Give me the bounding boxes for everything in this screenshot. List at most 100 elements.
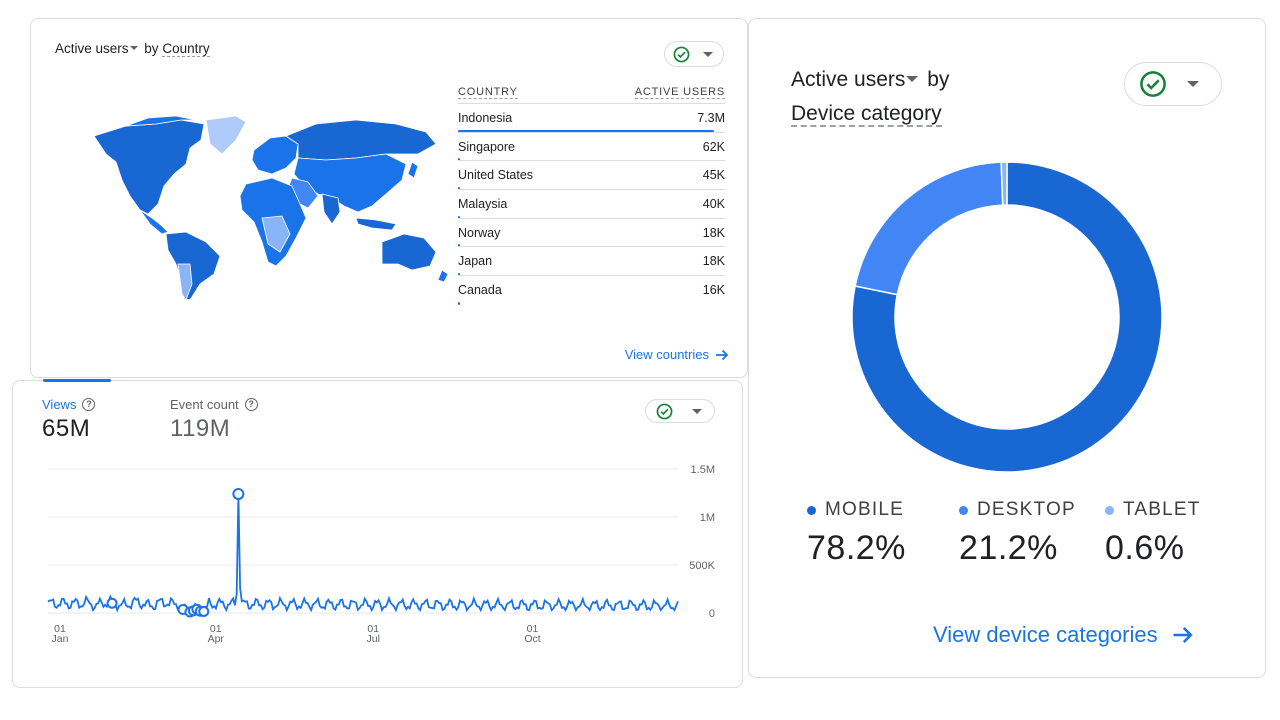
device-card-title: Active users by Device category <box>791 63 949 131</box>
tab-event-count-label: Event count <box>170 397 239 412</box>
views-trend-card: Views? 65M Event count? 119M 1.5M 1M 500K 0… <box>12 379 744 688</box>
active-users-value: 7.3M <box>697 110 725 125</box>
view-countries-label: View countries <box>624 347 709 362</box>
caret-down-icon <box>129 46 138 51</box>
table-row[interactable]: Indonesia 7.3M <box>458 103 725 133</box>
active-users-by-device-card: Active users by Device category MOBILE 7… <box>748 18 1266 678</box>
table-row[interactable]: Norway 18K <box>458 217 725 248</box>
country-name: Singapore <box>458 139 515 154</box>
table-header-row: COUNTRY ACTIVE USERS <box>458 81 725 103</box>
views-line-chart[interactable]: 1.5M 1M 500K 0 01 Jan 01 Apr 01 Jul 01 Oct <box>13 451 744 651</box>
legend-value-tablet: 0.6% <box>1105 529 1185 567</box>
metric-selector[interactable]: Active users <box>55 41 141 56</box>
view-device-categories-label: View device categories <box>933 622 1158 647</box>
anomaly-marker[interactable] <box>198 605 210 617</box>
map-region-russia <box>285 119 437 161</box>
legend-dot <box>1105 505 1114 515</box>
compare-button[interactable] <box>645 399 715 423</box>
x-tick-label: 01 Apr <box>208 623 225 645</box>
legend-label-tablet: TABLET <box>1123 499 1201 520</box>
legend-item-mobile[interactable]: MOBILE 78.2% <box>807 499 906 568</box>
y-tick-label: 500K <box>689 560 715 572</box>
share-bar <box>458 215 460 219</box>
column-header-country[interactable]: COUNTRY <box>458 85 518 99</box>
active-users-value: 18K <box>702 225 725 240</box>
arrow-right-icon <box>716 349 729 360</box>
tab-views[interactable]: Views? 65M <box>42 397 96 443</box>
table-row[interactable]: Japan 18K <box>458 246 725 277</box>
map-region-japan <box>407 161 419 179</box>
active-users-value: 40K <box>702 196 725 211</box>
check-circle-icon <box>673 46 690 63</box>
x-tick-label: 01 Jan <box>52 623 69 645</box>
country-name: United States <box>458 168 534 183</box>
share-bar <box>458 244 460 248</box>
legend-label-mobile: MOBILE <box>825 499 904 520</box>
share-bar <box>458 187 460 191</box>
donut-slice-desktop[interactable] <box>854 161 1004 296</box>
world-map[interactable] <box>86 114 456 299</box>
check-circle-icon <box>656 403 673 420</box>
x-tick-label: 01 Oct <box>524 623 540 645</box>
legend-item-desktop[interactable]: DESKTOP 21.2% <box>959 499 1076 568</box>
caret-down-icon <box>906 76 919 83</box>
tab-views-value: 65M <box>42 415 91 442</box>
table-row[interactable]: Singapore 62K <box>458 131 725 162</box>
legend-item-tablet[interactable]: TABLET 0.6% <box>1105 499 1201 568</box>
dimension-selector-country[interactable]: Country <box>162 41 210 57</box>
by-text: by <box>144 41 159 56</box>
share-bar <box>458 129 715 133</box>
legend-dot <box>807 505 816 515</box>
map-region-south-america <box>165 231 221 299</box>
caret-down-icon <box>703 51 713 57</box>
donut-slice-tablet[interactable] <box>1000 161 1008 206</box>
check-circle-icon <box>1139 70 1167 98</box>
map-region-central-america <box>139 209 169 235</box>
compare-button[interactable] <box>664 41 724 67</box>
help-circle-icon[interactable]: ? <box>82 398 96 411</box>
view-device-categories-link[interactable]: View device categories <box>933 622 1194 648</box>
donut-slice-mobile[interactable] <box>851 161 1163 473</box>
map-region-new-zealand <box>437 269 449 283</box>
help-circle-icon[interactable]: ? <box>244 398 258 411</box>
compare-button[interactable] <box>1124 62 1222 106</box>
active-users-value: 62K <box>702 139 725 154</box>
table-row[interactable]: Canada 16K <box>458 275 725 305</box>
series-line-views[interactable] <box>47 493 679 613</box>
caret-down-icon <box>692 408 702 414</box>
active-users-value: 18K <box>702 254 725 269</box>
column-header-active-users[interactable]: ACTIVE USERS <box>634 85 725 99</box>
map-region-canada-north <box>125 115 197 127</box>
metric-selector[interactable]: Active users <box>791 68 921 91</box>
dimension-selector-device-category[interactable]: Device category <box>791 102 942 127</box>
map-region-australia <box>381 233 437 271</box>
country-name: Japan <box>458 254 493 269</box>
anomaly-marker-spike[interactable] <box>232 487 245 500</box>
map-region-africa-central <box>261 215 291 253</box>
share-bar <box>458 301 460 305</box>
caret-down-icon <box>1187 81 1199 87</box>
tab-event-count-value: 119M <box>170 415 231 442</box>
anomaly-marker[interactable] <box>106 597 118 609</box>
device-donut-chart[interactable] <box>847 157 1167 477</box>
country-name: Indonesia <box>458 110 513 125</box>
share-bar <box>458 273 460 277</box>
legend-value-mobile: 78.2% <box>807 529 906 567</box>
country-table: COUNTRY ACTIVE USERS Indonesia 7.3M Singap… <box>458 81 725 305</box>
tab-views-label: Views <box>42 397 77 412</box>
table-row[interactable]: Malaysia 40K <box>458 189 725 219</box>
legend-dot <box>959 505 968 515</box>
country-name: Norway <box>458 225 501 240</box>
table-row[interactable]: United States 45K <box>458 160 725 191</box>
y-tick-label: 1.5M <box>691 464 715 476</box>
arrow-right-icon <box>1173 627 1193 643</box>
country-name: Canada <box>458 282 502 297</box>
active-users-value: 16K <box>702 282 725 297</box>
tab-event-count[interactable]: Event count? 119M <box>170 397 258 443</box>
map-region-india <box>321 193 341 225</box>
x-tick-label: 01 Jul <box>367 623 380 645</box>
by-text: by <box>927 68 950 91</box>
country-name: Malaysia <box>458 196 508 211</box>
view-countries-link[interactable]: View countries <box>625 347 729 362</box>
map-region-south-america-south <box>177 263 193 299</box>
